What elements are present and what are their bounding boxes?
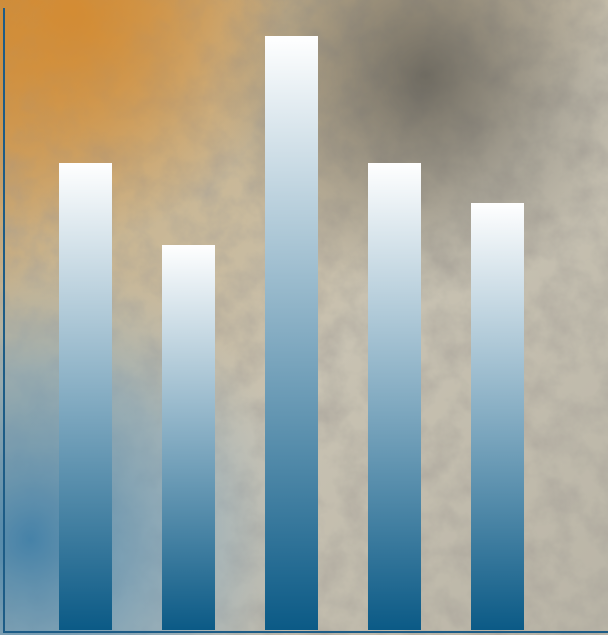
bar	[471, 203, 524, 630]
bar	[162, 245, 215, 630]
plot	[59, 36, 524, 630]
bar	[368, 163, 421, 630]
bar	[265, 36, 318, 630]
bar	[59, 163, 112, 630]
